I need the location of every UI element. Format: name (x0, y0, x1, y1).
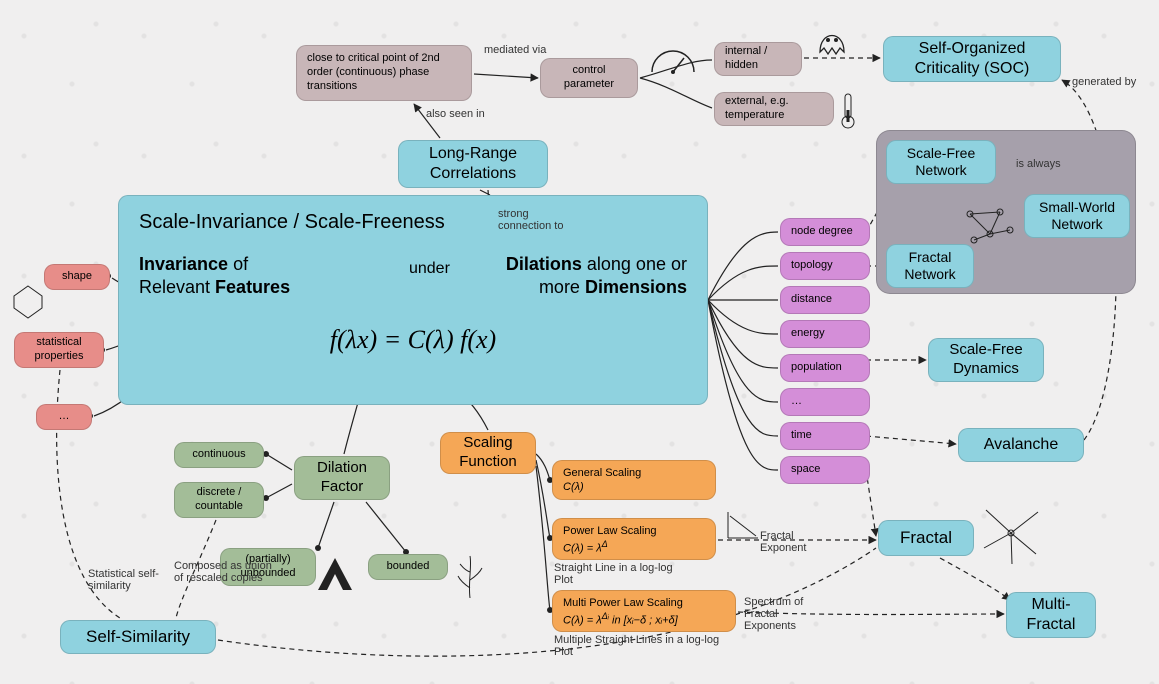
node-scaling-function: Scaling Function (440, 432, 536, 474)
dimension-tag-distance: distance (780, 286, 870, 314)
node-phase-transition: close to critical point of 2nd order (co… (296, 45, 472, 101)
multi-power-label: Multi Power Law Scaling (563, 597, 683, 611)
node-multi-power-law: Multi Power Law Scaling C(λ) = λΔᵢ in [x… (552, 590, 736, 632)
node-scale-free-dynamics: Scale-Free Dynamics (928, 338, 1044, 382)
mainbox-dilations: Dilations along one ormore Dimensions (468, 253, 687, 298)
label-strong-connection: strong connection to (498, 208, 578, 232)
node-long-range-corr: Long-Range Correlations (398, 140, 548, 188)
label-composed: Composed as union of rescaled copies (174, 560, 274, 584)
ghost-icon (814, 18, 850, 58)
node-fractal: Fractal (878, 520, 974, 556)
node-multi-fractal: Multi-Fractal (1006, 592, 1096, 638)
thermometer-icon (838, 90, 858, 130)
fern-icon (450, 552, 490, 600)
dilation-continuous: continuous (174, 442, 264, 468)
mainbox-under: under (391, 253, 468, 279)
dilation-discrete: discrete / countable (174, 482, 264, 518)
label-is-always: is always (1016, 158, 1061, 170)
node-small-world-network: Small-World Network (1024, 194, 1130, 238)
label-stat-ss: Statistical self-similarity (88, 568, 168, 592)
feature-shape: shape (44, 264, 110, 290)
label-multi-note: Multiple Straight Lines in a log-log Plo… (554, 634, 734, 658)
node-avalanche: Avalanche (958, 428, 1084, 462)
power-law-eq: C(λ) = λΔ (563, 539, 608, 556)
node-external-temp: external, e.g. temperature (714, 92, 834, 126)
label-power-note: Straight Line in a log-log Plot (554, 562, 694, 586)
loglog-plot-icon (722, 508, 762, 544)
node-self-similarity: Self-Similarity (60, 620, 216, 654)
node-scale-free-network: Scale-Free Network (886, 140, 996, 184)
general-scaling-label: General Scaling (563, 467, 641, 481)
mainbox-formula: f(λx) = C(λ) f(x) (330, 324, 496, 357)
node-internal-hidden: internal / hidden (714, 42, 802, 76)
feature-ellipsis: … (36, 404, 92, 430)
dimension-tag-population: population (780, 354, 870, 382)
dimension-tag-topology: topology (780, 252, 870, 280)
dimension-tag-space: space (780, 456, 870, 484)
label-also-seen-in: also seen in (426, 108, 485, 120)
power-law-label: Power Law Scaling (563, 525, 657, 539)
node-power-law-scaling: Power Law Scaling C(λ) = λΔ (552, 518, 716, 560)
label-spectrum: Spectrum of Fractal Exponents (744, 596, 824, 632)
dimension-tag--: … (780, 388, 870, 416)
label-mediated-via: mediated via (484, 44, 546, 56)
mainbox-title: Scale-Invariance / Scale-Freeness (139, 210, 445, 235)
koch-snowflake-icon (8, 282, 48, 322)
node-general-scaling: General Scaling C(λ) (552, 460, 716, 500)
gauge-icon (648, 42, 698, 80)
feature-stat-properties: statistical properties (14, 332, 104, 368)
node-soc: Self-Organized Criticality (SOC) (883, 36, 1061, 82)
label-fractal-exponent: Fractal Exponent (760, 530, 820, 554)
network-sketch-icon (960, 204, 1020, 254)
node-control-parameter: control parameter (540, 58, 638, 98)
dilation-bounded: bounded (368, 554, 448, 580)
mainbox-scale-invariance: Scale-Invariance / Scale-Freeness Invari… (118, 195, 708, 405)
dimension-tag-time: time (780, 422, 870, 450)
dimension-tag-node-degree: node degree (780, 218, 870, 246)
node-dilation-factor: Dilation Factor (294, 456, 390, 500)
multi-power-eq: C(λ) = λΔᵢ in [xᵢ−δ ; xᵢ+δ] (563, 611, 678, 628)
sierpinski-icon (314, 554, 356, 594)
label-generated-by: generated by (1072, 76, 1142, 88)
mainbox-invariance: Invariance ofRelevant Features (139, 253, 391, 298)
dendrite-icon (976, 498, 1046, 568)
dimension-tag-energy: energy (780, 320, 870, 348)
general-scaling-eq: C(λ) (563, 481, 584, 495)
